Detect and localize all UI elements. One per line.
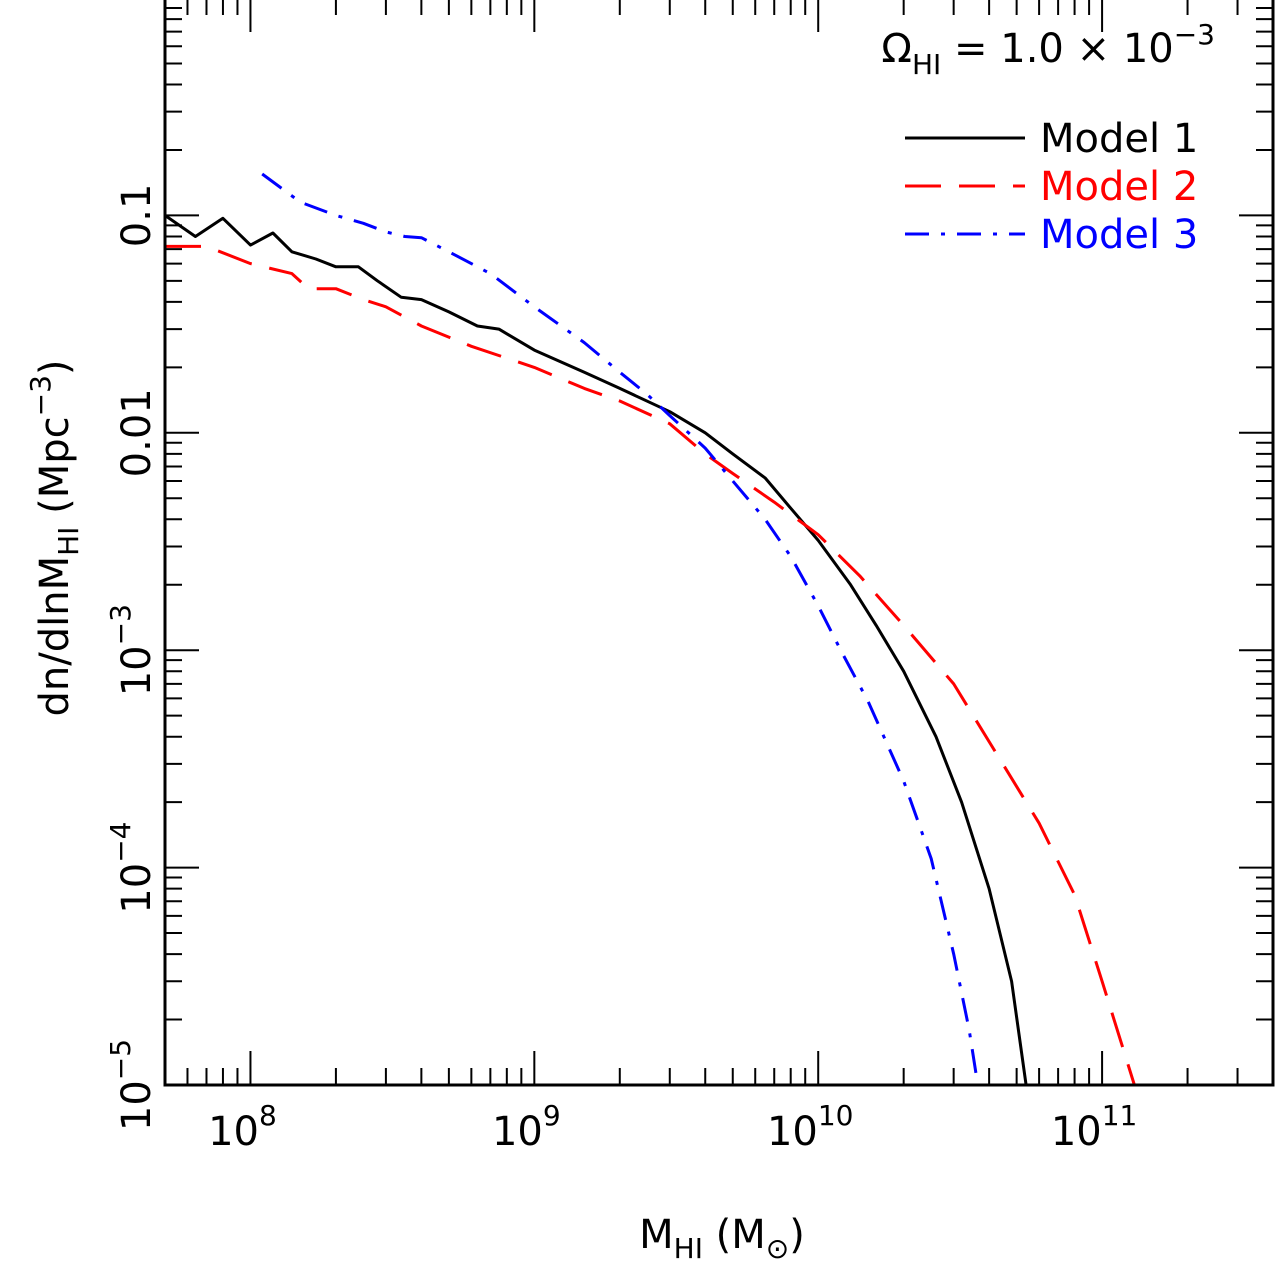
y-tick-label-exponent: −4 (104, 822, 137, 863)
y-tick-label-exponent: −5 (104, 1039, 137, 1080)
x-axis-label-units-sub: ⊙ (766, 1232, 789, 1265)
omega-exponent: −3 (1174, 18, 1215, 51)
y-tick-label: 0.1 (114, 184, 160, 248)
minor-ticks (164, 0, 1274, 1085)
y-tick-label: 10−5 (104, 1039, 160, 1131)
x-axis-label-main: M (639, 1212, 674, 1258)
y-axis-label-units: (Mpc (32, 416, 78, 526)
series-layer (164, 172, 1136, 1086)
series-line-model-2 (165, 244, 1136, 1086)
y-tick-label-base: 10 (114, 645, 160, 696)
x-tick-label: 1011 (1051, 1099, 1138, 1155)
y-tick-label: 10−4 (104, 822, 160, 914)
y-tick-label-exponent: −3 (104, 604, 137, 645)
x-tick-label-exponent: 10 (818, 1099, 854, 1132)
x-tick-label-base: 10 (767, 1109, 818, 1155)
x-tick-label-base: 10 (1051, 1109, 1102, 1155)
series-line-model-1 (164, 214, 1028, 1086)
omega-subscript: HI (912, 48, 941, 81)
y-axis-label-close: ) (32, 359, 78, 375)
y-tick-label-base: 10 (114, 863, 160, 914)
x-tick-label: 109 (492, 1099, 561, 1155)
x-tick-label: 108 (208, 1099, 277, 1155)
x-tick-label-exponent: 11 (1102, 1099, 1138, 1132)
y-axis-label-exponent: −3 (24, 375, 57, 416)
plot-frame (163, 0, 1275, 1087)
x-tick-label-base: 10 (208, 1109, 259, 1155)
legend-label-model-2: Model 2 (1040, 164, 1198, 210)
omega-value: = 1.0 × 10 (941, 26, 1173, 72)
y-tick-label: 10−3 (104, 604, 160, 696)
y-axis-label: dn/dlnMHI (Mpc−3) (24, 359, 85, 716)
x-tick-label-exponent: 9 (543, 1099, 561, 1132)
y-axis-label-main: dn/dlnM (32, 556, 78, 717)
x-tick-label: 1010 (767, 1099, 854, 1155)
x-axis-label: MHI (M⊙) (639, 1212, 805, 1265)
series-line-model-3 (261, 172, 980, 1086)
y-tick-label: 0.01 (114, 388, 160, 477)
x-axis-label-sub: HI (674, 1232, 703, 1265)
legend-label-model-1: Model 1 (1040, 116, 1198, 162)
y-tick-labels: 10−510−410−30.010.1 (104, 184, 160, 1132)
y-axis-label-sub: HI (52, 527, 85, 556)
y-tick-label-base: 10 (114, 1080, 160, 1131)
legend-label-model-3: Model 3 (1040, 212, 1198, 258)
x-tick-label-base: 10 (492, 1109, 543, 1155)
x-tick-labels: 108 109 1010 1011 (208, 1099, 1137, 1155)
major-ticks (165, 0, 1273, 1086)
x-tick-label-exponent: 8 (259, 1099, 277, 1132)
omega-symbol: Ω (881, 26, 912, 72)
omega-annotation: ΩHI = 1.0 × 10−3 (881, 18, 1215, 81)
x-axis-label-close: ) (789, 1212, 805, 1258)
x-axis-label-units: (M (703, 1212, 766, 1258)
